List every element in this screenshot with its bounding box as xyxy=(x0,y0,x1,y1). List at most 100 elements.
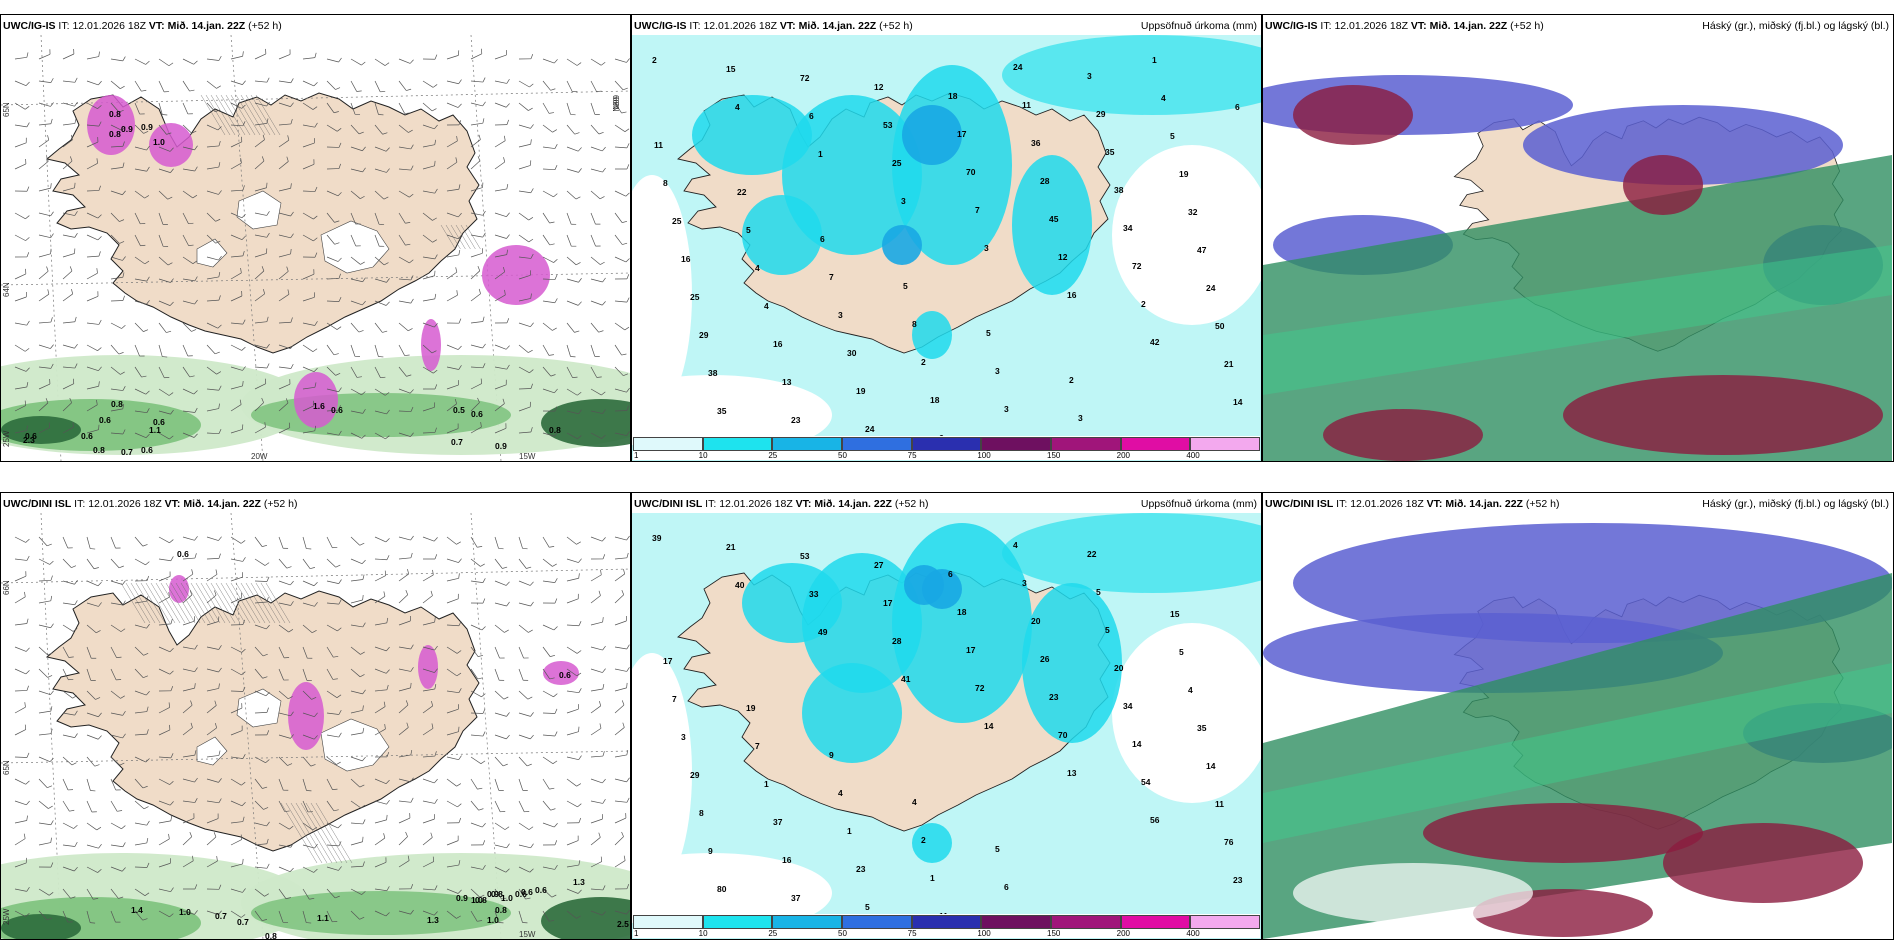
wind-barb xyxy=(14,668,30,675)
wind-barb xyxy=(398,165,414,171)
precip-area-25 xyxy=(742,195,822,275)
contour-label: 0.8 xyxy=(265,931,277,939)
precip-area-50 xyxy=(902,105,962,165)
precip-amount-label: 20 xyxy=(1031,616,1041,626)
precip-shade-mid xyxy=(251,891,511,935)
wind-barb xyxy=(182,569,194,582)
wind-barb xyxy=(158,910,174,918)
wind-barb xyxy=(86,319,102,325)
wind-barb xyxy=(422,212,437,221)
precip-amount-label: 42 xyxy=(1150,337,1160,347)
wind-barb xyxy=(470,422,482,434)
wind-barb xyxy=(158,256,173,266)
wind-barb xyxy=(542,558,557,567)
wind-barb xyxy=(206,750,221,758)
wind-barb xyxy=(422,427,437,434)
precip-amount-label: 37 xyxy=(773,817,783,827)
wind-barb xyxy=(38,78,54,83)
wind-barb xyxy=(422,590,433,604)
wind-barb xyxy=(398,144,414,150)
wind-barb xyxy=(134,300,150,305)
wind-barb xyxy=(14,158,27,170)
wind-barb xyxy=(38,623,54,629)
wind-barb xyxy=(302,138,315,148)
wind-barb xyxy=(62,397,72,412)
wind-barb xyxy=(326,322,342,330)
wind-barb xyxy=(590,190,605,200)
legend-tick-label: 10 xyxy=(698,451,708,460)
wind-barb xyxy=(278,49,291,60)
wind-barb xyxy=(254,397,264,412)
wind-barb xyxy=(326,163,341,170)
wind-barb xyxy=(614,164,630,170)
wind-barb xyxy=(470,536,483,548)
legend-tick-label: 200 xyxy=(1116,929,1131,938)
wind-barb xyxy=(158,815,173,824)
precip-amount-label: 21 xyxy=(1224,359,1234,369)
coordinate-label: 66N xyxy=(611,95,620,110)
wind-barb xyxy=(278,734,294,739)
wind-barb xyxy=(566,388,582,396)
wind-barb xyxy=(206,884,222,890)
wind-barb xyxy=(110,800,123,812)
wind-barb xyxy=(62,822,78,829)
wind-barb xyxy=(422,344,437,354)
contour-label: 0.7 xyxy=(451,437,463,447)
wind-barb xyxy=(158,102,168,116)
wind-barb xyxy=(374,555,390,561)
wind-barb xyxy=(254,316,269,324)
wind-barb xyxy=(254,838,269,846)
precip-amount-label: 28 xyxy=(892,636,902,646)
wind-barb xyxy=(110,272,125,280)
hatched-area xyxy=(120,582,291,624)
precip-amount-label: 8 xyxy=(699,808,704,818)
coordinate-label: 25W xyxy=(2,908,11,925)
wind-barb xyxy=(590,700,602,714)
wind-barb xyxy=(206,344,220,355)
wind-barb xyxy=(62,558,77,568)
wind-barb xyxy=(542,212,555,224)
precip-amount-label: 2 xyxy=(1069,375,1074,385)
wind-barb xyxy=(614,700,625,714)
legend-swatch xyxy=(842,915,912,929)
wind-barb xyxy=(446,726,460,736)
panel-header: UWC/IG-IS IT: 12.01.2026 18Z VT: Mið. 14… xyxy=(1265,20,1544,32)
precip-amount-label: 54 xyxy=(1141,777,1151,787)
wind-barb xyxy=(38,398,49,412)
wind-barb xyxy=(206,667,222,673)
precip-amount-label: 34 xyxy=(1123,701,1133,711)
wind-barb xyxy=(446,888,462,894)
wind-barb xyxy=(182,536,198,541)
wind-barb xyxy=(134,366,147,378)
wind-barb xyxy=(14,344,30,352)
wind-barb xyxy=(542,865,558,870)
wind-barb xyxy=(254,778,268,789)
precip-amount-label: 80 xyxy=(717,884,727,894)
wind-barb xyxy=(398,777,414,783)
heavy-snow-core xyxy=(149,123,193,167)
wind-barb xyxy=(422,668,438,673)
wind-barb xyxy=(470,316,485,324)
wind-barb xyxy=(494,423,507,434)
wind-barb xyxy=(446,573,460,582)
precip-amount-label: 49 xyxy=(818,627,828,637)
wind-barb xyxy=(110,344,124,355)
precip-amount-label: 3 xyxy=(1004,404,1009,414)
wind-barb xyxy=(134,623,150,629)
wind-barb xyxy=(614,855,626,868)
precip-amount-label: 23 xyxy=(856,864,866,874)
precip-amount-label: 35 xyxy=(1197,723,1207,733)
wind-barb xyxy=(614,644,630,650)
wind-barb xyxy=(182,750,197,758)
precip-amount-label: 18 xyxy=(957,607,967,617)
wind-barb xyxy=(62,756,77,766)
wind-barb xyxy=(14,910,30,917)
panel-header: UWC/DINI ISL IT: 12.01.2026 18Z VT: Mið.… xyxy=(1265,498,1560,510)
wind-barb xyxy=(542,432,558,437)
glacier-area xyxy=(196,736,228,766)
wind-barb xyxy=(422,384,438,390)
wind-barb xyxy=(494,234,510,239)
wind-barb xyxy=(62,690,78,699)
contour-label: 2.3 xyxy=(23,435,35,445)
wind-barb xyxy=(542,668,555,680)
